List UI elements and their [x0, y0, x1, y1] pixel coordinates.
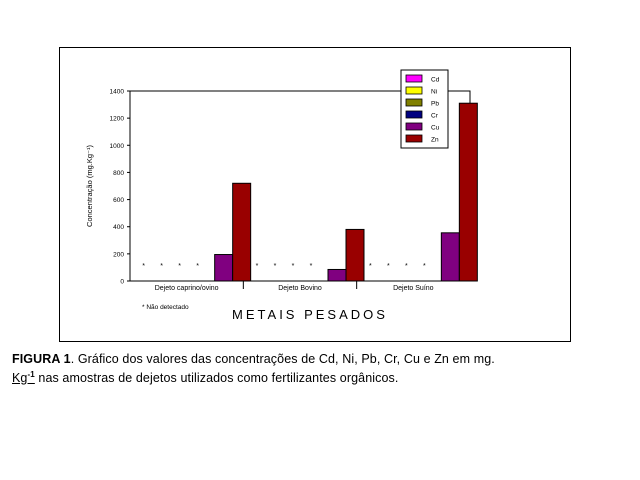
x-tick-label: Dejeto Bovino — [278, 285, 322, 292]
not-detected-marker: * — [274, 263, 277, 270]
figure-caption: FIGURA 1. Gráfico dos valores das concen… — [12, 352, 612, 386]
bar-cu — [214, 254, 234, 282]
legend-label-cd: Cd — [431, 77, 440, 84]
legend-label-cr: Cr — [431, 113, 439, 120]
legend-label-pb: Pb — [431, 101, 439, 108]
not-detected-note: * Não detectado — [142, 304, 189, 311]
x-tick-label: Dejeto caprino/ovino — [155, 285, 219, 292]
caption-unit-base: Kg — [12, 371, 28, 386]
legend-label-cu: Cu — [431, 125, 440, 132]
legend-label-zn: Zn — [431, 137, 439, 144]
caption-unit: Kg-1 — [12, 370, 35, 386]
legend-label-ni: Ni — [431, 89, 437, 96]
not-detected-marker: * — [387, 263, 390, 270]
bar-zn — [232, 182, 252, 282]
not-detected-marker: * — [369, 263, 372, 270]
not-detected-marker: * — [405, 263, 408, 270]
bar-cu — [440, 232, 460, 282]
x-axis-label: METAIS PESADOS — [232, 307, 388, 322]
figure-frame: 0 200 400 600 800 1000 1200 1400 Concentração (m… — [59, 47, 571, 342]
caption-text-2: nas amostras de dejetos utilizados como … — [34, 371, 399, 386]
y-tick-label: 600 — [113, 197, 124, 204]
y-tick-label: 200 — [113, 251, 124, 258]
y-tick-label: 1000 — [110, 143, 125, 150]
y-tick-label: 1400 — [110, 89, 125, 96]
bar-cu — [327, 268, 347, 282]
caption-unit-exp: -1 — [27, 370, 35, 379]
not-detected-marker: * — [142, 263, 145, 270]
legend-swatch-cd — [405, 74, 423, 83]
y-tick-label: 1200 — [110, 116, 125, 123]
caption-label: FIGURA 1 — [12, 352, 71, 366]
legend-swatch-cu — [405, 122, 423, 131]
y-tick-label: 0 — [120, 279, 124, 286]
not-detected-marker: * — [310, 263, 313, 270]
bar-chart: 0 200 400 600 800 1000 1200 1400 Concentração (m… — [85, 69, 478, 322]
not-detected-marker: * — [178, 263, 181, 270]
legend-swatch-ni — [405, 86, 423, 95]
legend-swatch-zn — [405, 134, 423, 143]
not-detected-marker: * — [160, 263, 163, 270]
not-detected-marker: * — [256, 263, 259, 270]
y-tick-label: 800 — [113, 170, 124, 177]
not-detected-marker: * — [292, 263, 295, 270]
not-detected-marker: * — [196, 263, 199, 270]
legend-swatch-pb — [405, 98, 423, 107]
x-tick-label: Dejeto Suíno — [393, 285, 434, 292]
y-axis-label: Concentração (mg.Kg⁻¹) — [85, 145, 94, 227]
not-detected-marker: * — [423, 263, 426, 270]
legend-swatch-cr — [405, 110, 423, 119]
y-tick-label: 400 — [113, 224, 124, 231]
bar-zn — [345, 228, 365, 282]
caption-text-1: . Gráfico dos valores das concentrações … — [70, 352, 495, 366]
bar-zn — [458, 102, 478, 282]
